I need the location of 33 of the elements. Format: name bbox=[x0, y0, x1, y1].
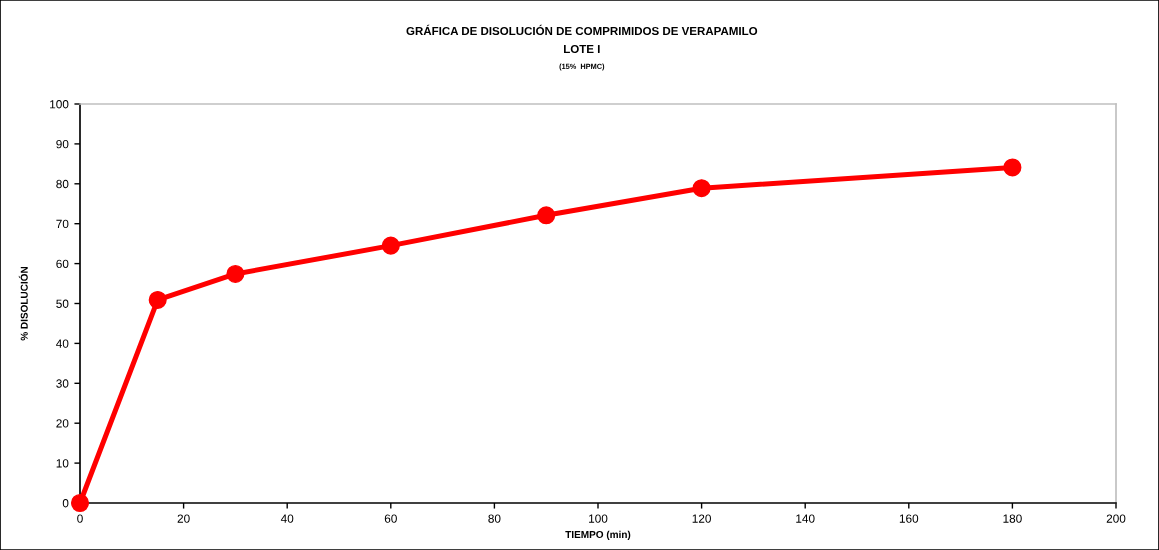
point bbox=[537, 206, 556, 225]
y-tick-label: 50 bbox=[56, 299, 69, 308]
x-tick-label: 100 bbox=[589, 514, 608, 523]
point bbox=[226, 264, 245, 284]
x-tick-label: 200 bbox=[1106, 514, 1126, 523]
y-tick-label: 70 bbox=[56, 219, 69, 229]
chart-title: GRÁFICA DE DISOLUCIÓN DE COMPRIMIDOS DE VERAPAMILO bbox=[406, 24, 758, 36]
point bbox=[381, 236, 400, 255]
point bbox=[148, 290, 167, 309]
y-tick-label: 20 bbox=[56, 419, 69, 428]
y-tick-label: 30 bbox=[56, 379, 69, 388]
point bbox=[70, 493, 90, 513]
point bbox=[692, 179, 711, 198]
x-tick-label: 60 bbox=[384, 514, 397, 523]
y-tick-label: 80 bbox=[56, 179, 69, 189]
y-axis-title: % DISOLUCIÓN bbox=[18, 266, 28, 341]
y-tick-label: 60 bbox=[56, 259, 69, 268]
x-tick-label: 180 bbox=[1003, 514, 1022, 523]
y-tick-label: 100 bbox=[50, 100, 69, 109]
x-tick-label: 140 bbox=[796, 514, 815, 523]
x-tick-label: 40 bbox=[280, 514, 294, 523]
y-tick-label: 90 bbox=[56, 139, 69, 149]
y-tick-label: 40 bbox=[56, 339, 69, 348]
x-tick-label: 20 bbox=[177, 514, 190, 523]
x-tick-label: 160 bbox=[899, 514, 919, 523]
chart-subtitle: LOTE I bbox=[564, 44, 600, 54]
y-tick-label: 0 bbox=[62, 499, 69, 508]
x-tick-label: 120 bbox=[692, 514, 711, 523]
x-axis-title: TIEMPO (min) bbox=[565, 530, 631, 540]
point bbox=[1003, 158, 1022, 177]
y-tick-label: 10 bbox=[56, 459, 69, 468]
x-tick-label: 80 bbox=[488, 514, 501, 523]
x-tick-label: 0 bbox=[77, 514, 83, 523]
